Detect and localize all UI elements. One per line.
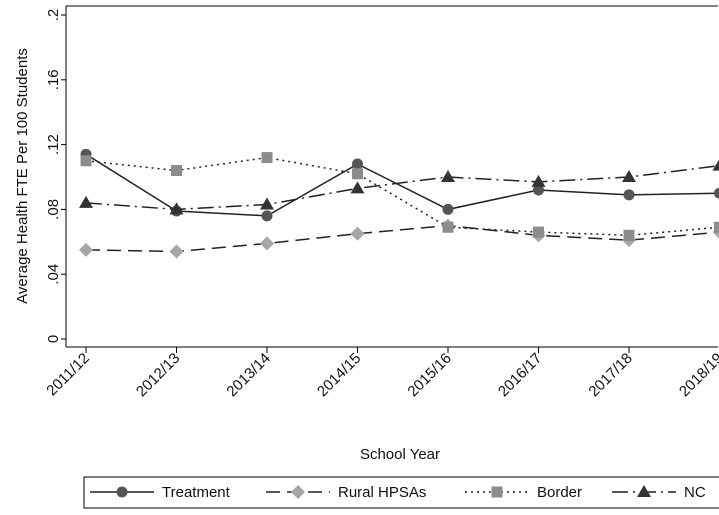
series-border	[81, 152, 719, 241]
series-treatment-point	[352, 159, 363, 170]
axes: 0 .04 .08 .12 .16 .2 2011/12 2012/13 2013/14 2014…	[43, 6, 719, 400]
series-border-point	[262, 152, 273, 163]
legend-nc-marker	[637, 485, 651, 497]
series-nc-point	[260, 198, 274, 210]
x-tick-label: 2012/13	[133, 350, 183, 400]
series-border-point	[352, 168, 363, 179]
legend-rural-hpsas-label: Rural HPSAs	[338, 484, 426, 501]
series-nc-point	[79, 196, 93, 208]
series-group	[79, 149, 719, 259]
series-border-point	[171, 165, 182, 176]
series-treatment-line	[86, 154, 719, 216]
legend-nc-label: NC	[684, 484, 706, 501]
series-border-point	[533, 227, 544, 238]
series-rural-hpsas-point	[351, 227, 365, 241]
legend-treatment-marker	[117, 487, 128, 498]
series-nc-point	[441, 170, 455, 182]
y-tick-label: .04	[45, 264, 62, 285]
x-tick-label: 2014/15	[314, 350, 364, 400]
legend-treatment-label: Treatment	[162, 484, 231, 501]
legend-item-border: Border	[465, 484, 582, 501]
x-tick-label: 2018/19	[676, 350, 719, 400]
x-axis-label: School Year	[360, 446, 440, 463]
x-tick-label: 2013/14	[223, 350, 273, 400]
y-tick-label: .2	[45, 9, 62, 22]
series-nc-point	[351, 181, 365, 193]
y-axis-label: Average Health FTE Per 100 Students	[14, 48, 31, 304]
legend-item-treatment: Treatment	[90, 484, 231, 501]
series-rural-hpsas	[79, 219, 719, 259]
series-treatment-point	[262, 210, 273, 221]
series-border-point	[624, 230, 635, 241]
legend: Treatment Rural HPSAs Border NC	[84, 477, 719, 508]
series-nc-point	[713, 159, 719, 171]
x-tick-label: 2011/12	[43, 350, 93, 400]
series-border-point	[443, 222, 454, 233]
series-treatment-point	[443, 204, 454, 215]
legend-item-rural-hpsas: Rural HPSAs	[266, 484, 426, 501]
x-tick-label: 2016/17	[495, 350, 545, 400]
y-tick-label: .16	[45, 69, 62, 90]
series-rural-hpsas-point	[79, 243, 93, 257]
series-treatment-point	[714, 188, 719, 199]
legend-border-label: Border	[537, 484, 582, 501]
series-border-point	[714, 222, 719, 233]
series-rural-hpsas-point	[260, 236, 274, 250]
x-tick-label: 2015/16	[404, 350, 454, 400]
series-treatment-point	[624, 189, 635, 200]
y-tick-label: 0	[45, 335, 62, 343]
legend-rural-hpsas-marker	[291, 485, 305, 499]
series-rural-hpsas-point	[170, 245, 184, 259]
series-nc-point	[622, 170, 636, 182]
y-tick-label: .08	[45, 199, 62, 220]
legend-item-nc: NC	[612, 484, 706, 501]
y-tick-label: .12	[45, 134, 62, 155]
legend-border-marker	[492, 487, 503, 498]
x-tick-label: 2017/18	[585, 350, 635, 400]
series-border-point	[81, 155, 92, 166]
